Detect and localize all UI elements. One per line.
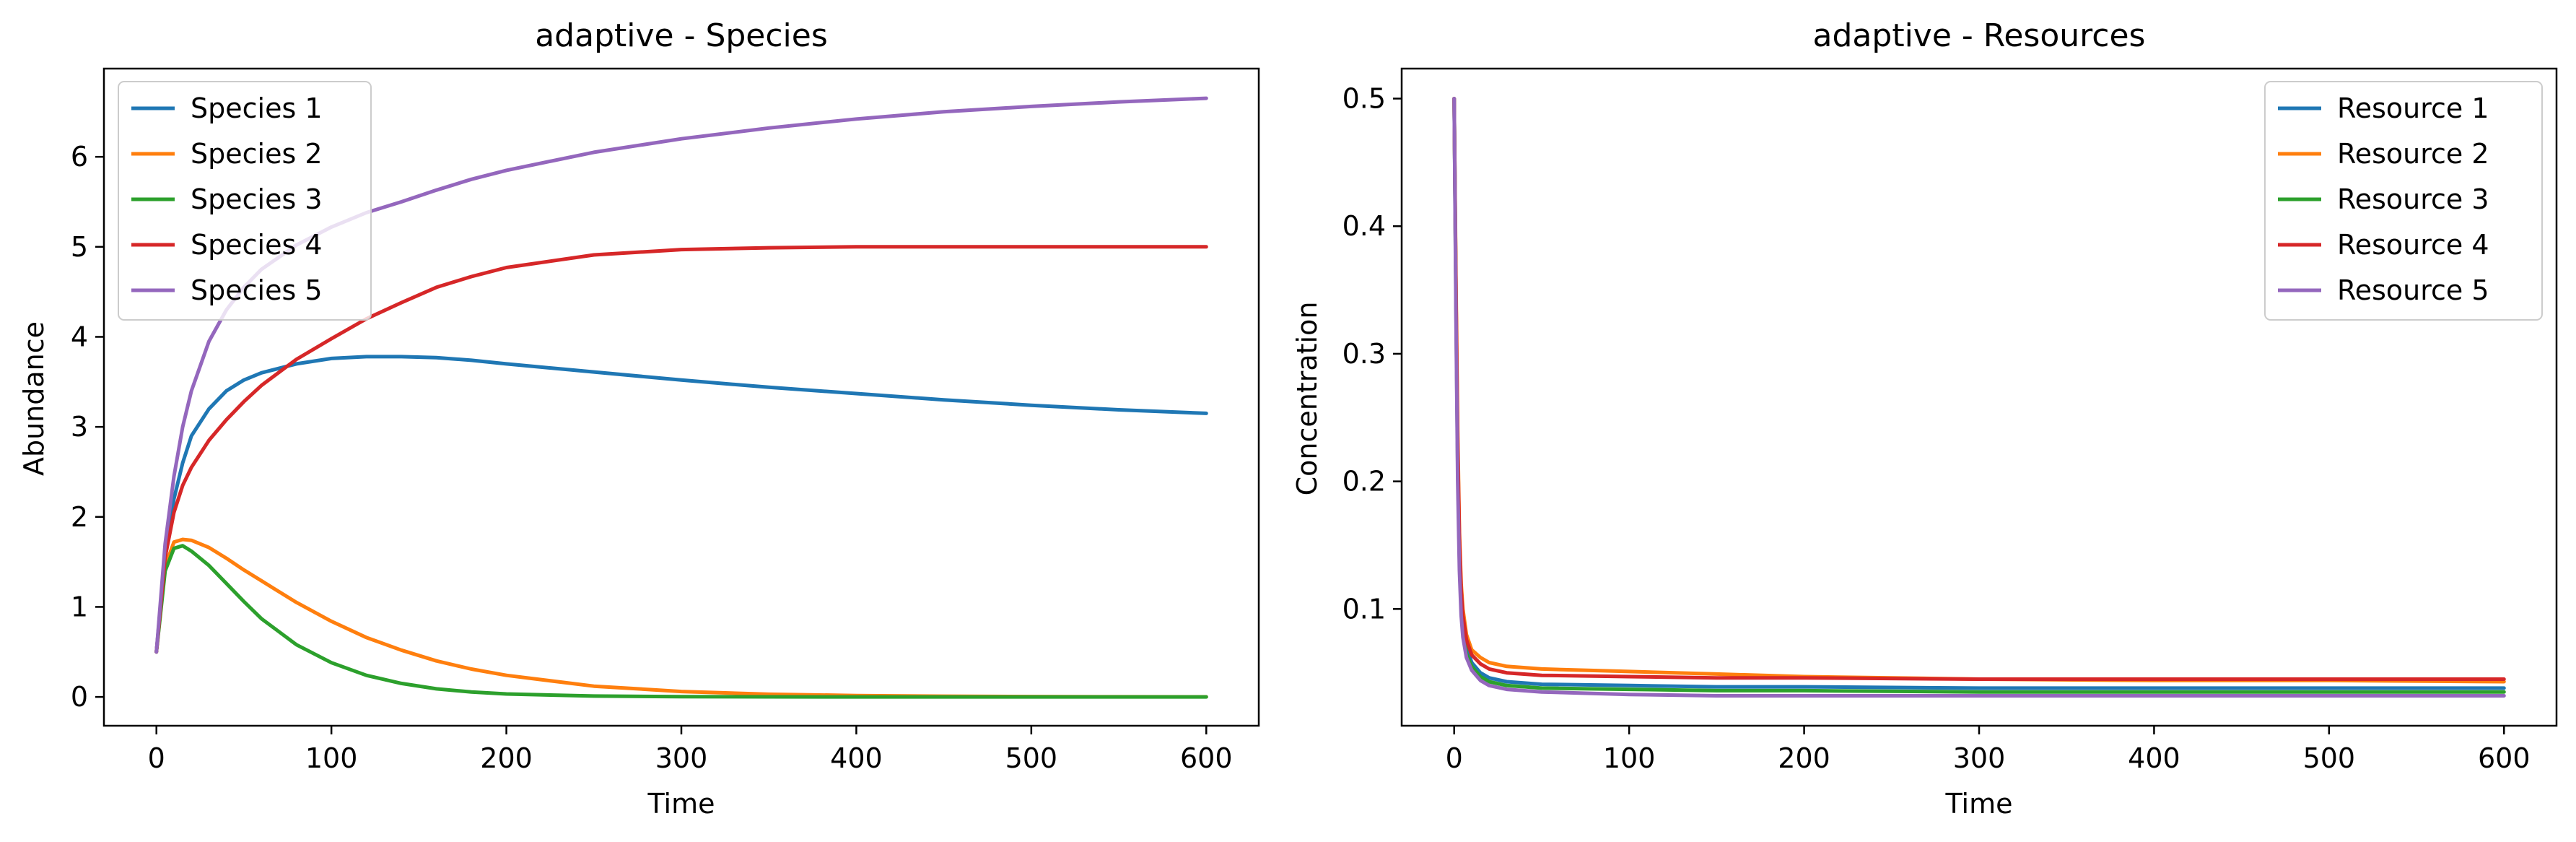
series-line-species-1 (154, 355, 1208, 654)
y-axis-label: Abundance (18, 321, 50, 476)
x-axis-label: Time (647, 788, 715, 820)
resources-chart: adaptive - Resources Time Concentration … (1291, 17, 2558, 820)
legend-label: Resource 1 (2337, 92, 2489, 124)
y-axis-label: Concentration (1291, 302, 1323, 496)
legend-box (118, 81, 372, 321)
x-tick-label: 0 (1446, 742, 1463, 774)
x-tick-label: 300 (655, 742, 708, 774)
legend-label: Resource 2 (2337, 138, 2489, 170)
series-line-species-3 (154, 544, 1208, 699)
y-tick-label: 0.1 (1342, 593, 1386, 625)
y-tick-label: 0 (71, 681, 88, 713)
y-tick-label: 0.2 (1342, 466, 1386, 498)
legend-label: Species 4 (191, 229, 323, 261)
x-tick-label: 600 (2478, 742, 2531, 774)
x-tick-label: 500 (2303, 742, 2356, 774)
legend-label: Species 1 (191, 92, 323, 124)
x-tick-label: 200 (1778, 742, 1830, 774)
species-chart: adaptive - Species Time Abundance 0 100 20… (18, 17, 1260, 820)
legend-box (2264, 81, 2543, 321)
x-tick-label: 100 (305, 742, 358, 774)
legend-label: Species 3 (191, 183, 323, 215)
x-axis-label: Time (1945, 788, 2013, 820)
legend-label: Species 5 (191, 274, 323, 306)
legend: Resource 1 Resource 2 Resource 3 Resource 4… (2264, 81, 2543, 321)
y-tick-label: 4 (71, 321, 88, 352)
y-tick-label: 3 (71, 411, 88, 443)
series-line-resource-5 (1452, 97, 2506, 698)
plot-area (1452, 97, 2506, 698)
y-tick-label: 0.5 (1342, 83, 1386, 115)
legend-label: Resource 5 (2337, 274, 2489, 306)
y-tick-label: 0.4 (1342, 210, 1386, 242)
legend-label: Species 2 (191, 138, 323, 170)
y-tick-label: 6 (71, 141, 88, 173)
chart-title: adaptive - Species (535, 17, 828, 54)
series-line-species-5 (154, 96, 1208, 654)
legend-label: Resource 3 (2337, 183, 2489, 215)
y-tick-label: 2 (71, 501, 88, 533)
plot-area (154, 96, 1208, 699)
x-tick-label: 300 (1953, 742, 2006, 774)
x-tick-label: 600 (1180, 742, 1233, 774)
legend: Species 1 Species 2 Species 3 Species 4 Spec… (118, 81, 372, 321)
legend-label: Resource 4 (2337, 229, 2489, 261)
x-tick-label: 0 (148, 742, 165, 774)
y-tick-label: 0.3 (1342, 338, 1386, 370)
x-tick-label: 500 (1005, 742, 1058, 774)
y-tick-label: 5 (71, 231, 88, 263)
chart-title: adaptive - Resources (1813, 17, 2146, 54)
x-tick-label: 100 (1603, 742, 1656, 774)
series-line-species-4 (154, 245, 1208, 654)
x-tick-label: 200 (480, 742, 533, 774)
y-tick-label: 1 (71, 591, 88, 622)
x-tick-label: 400 (2128, 742, 2180, 774)
x-tick-label: 400 (830, 742, 883, 774)
